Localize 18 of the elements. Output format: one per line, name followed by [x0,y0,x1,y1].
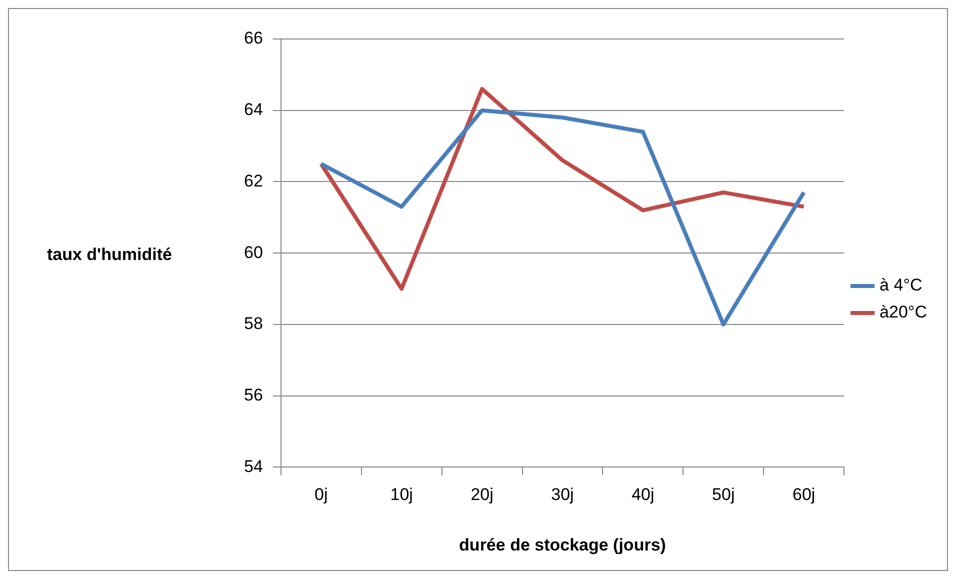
y-tick-label: 62 [244,171,263,190]
x-tick-label: 30j [551,485,574,504]
x-tick-label: 0j [314,485,328,504]
x-axis-title: durée de stockage (jours) [459,535,666,554]
y-axis-title: taux d'humidité [47,245,172,265]
x-tick-label: 20j [470,485,494,504]
y-tick-label: 56 [244,386,263,405]
y-tick-label: 64 [244,100,263,120]
x-tick-label: 50j [712,485,735,504]
y-tick-label: 66 [244,28,263,48]
legend-label: à 4°C [880,276,922,295]
legend-label: à20°C [880,302,928,322]
x-tick-label: 40j [632,485,654,504]
x-tick-label: 10j [390,485,413,504]
y-tick-label: 60 [244,242,263,262]
y-tick-label: 58 [244,314,263,334]
y-tick-label: 54 [244,456,263,476]
x-tick-label: 60j [792,485,816,504]
